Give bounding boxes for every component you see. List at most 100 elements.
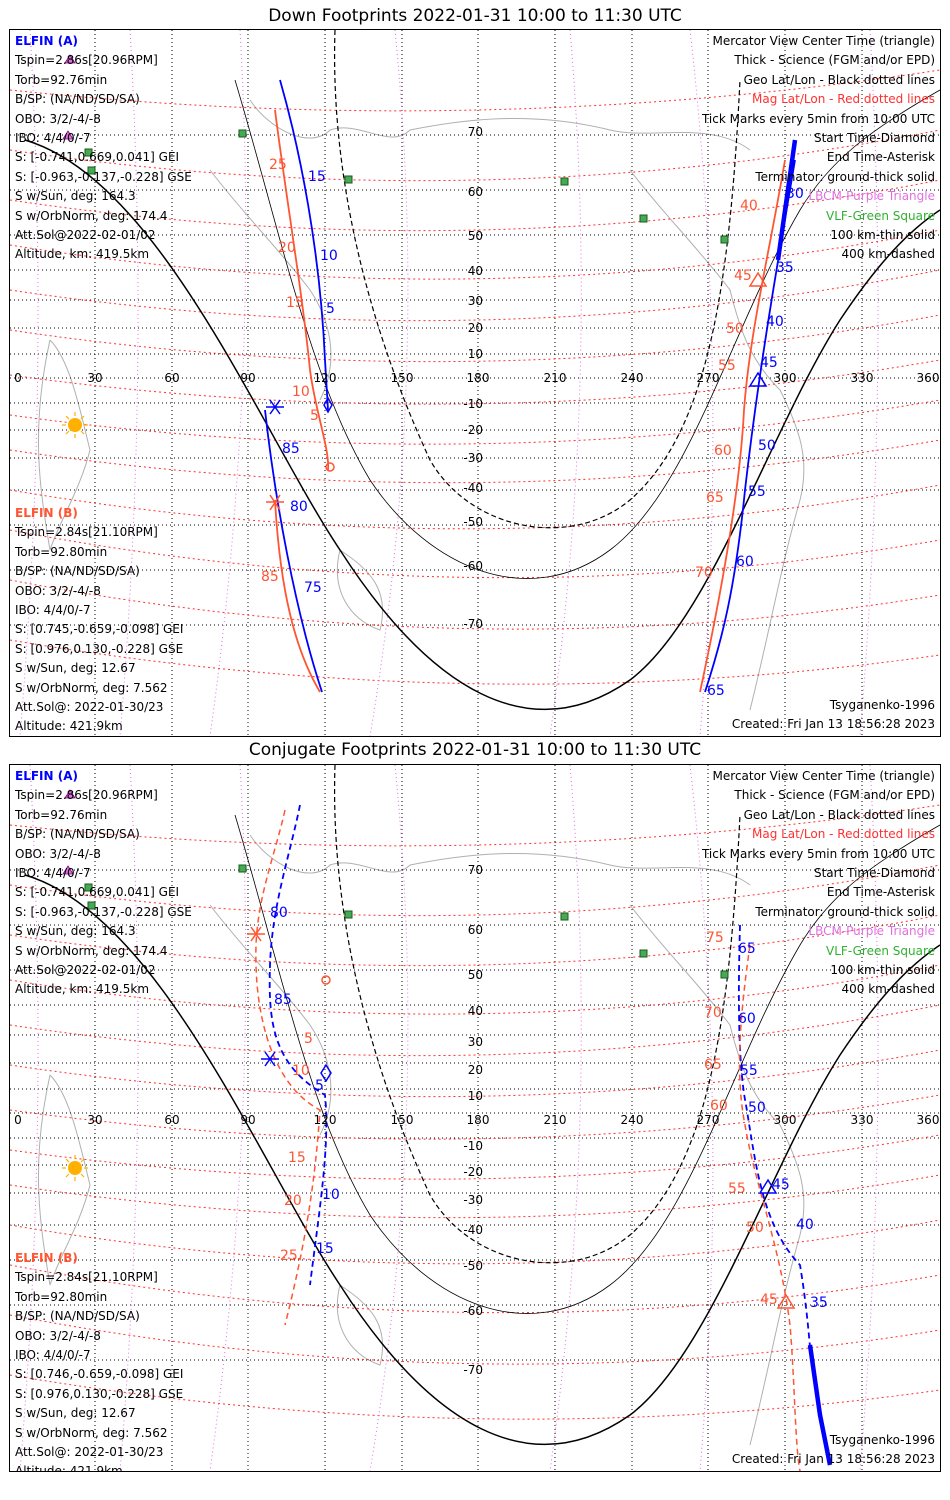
elfin-a-line: IBO: 4/4/0/-7 [15,866,91,881]
trace-tick-label: 50 [726,321,744,337]
elfin-b-line: Att.Sol@: 2022-01-30/23 [15,1445,164,1460]
elfin-a-line: Torb=92.76min [15,807,108,822]
trace-tick-label: 40 [740,198,758,214]
trace-tick-label: 60 [714,443,732,459]
elfin-a-line: B/SP: (NA/ND/SD/SA) [15,92,140,107]
trace-tick-label: 20 [278,240,296,256]
elfin-a-header: ELFIN (A) [15,34,78,48]
trace-tick-label: 80 [290,499,308,515]
elfin-b-line: S w/Sun, deg: 12.67 [15,661,136,676]
panel-1-elfin-b-tick-labels: 25 20 15 10 5 85 40 45 50 55 60 65 70 [261,157,758,585]
lat-tick-label: -50 [463,515,483,529]
lon-tick-label: 90 [240,371,255,385]
lat-tick-label: 10 [468,1089,483,1103]
elfin-b-line: OBO: 3/2/-4/-8 [15,583,101,598]
panel-1-model: Tsyganenko-1996 [829,698,935,712]
panel-2-elfin-b-trace [255,809,801,1471]
elfin-a-line: Altitude, km: 419.5km [15,247,150,262]
elfin-a-line: Altitude, km: 419.5km [15,982,150,997]
lat-tick-label: 10 [468,347,483,361]
elfin-a-line: S: [-0.741,0.669,0.041] GEI [15,150,180,165]
elfin-b-line: S: [0.746,-0.659,-0.098] GEI [15,1367,184,1382]
elfin-a-line: Torb=92.76min [15,72,108,87]
elfin-b-line: IBO: 4/4/0/-7 [15,1348,91,1363]
legend-line: Thick - Science (FGM and/or EPD) [734,788,935,803]
lon-tick-label: 0 [14,1113,22,1127]
elfin-a-line: S: [-0.741,0.669,0.041] GEI [15,885,180,900]
lat-tick-label: 20 [468,1063,483,1077]
panel-1-elfin-a-trace [264,79,798,693]
trace-tick-label: 65 [707,683,725,699]
lon-tick-label: 330 [851,371,874,385]
trace-tick-label: 85 [261,569,279,585]
trace-tick-label: 60 [736,554,754,570]
panel-1-vlf-stations [84,129,729,244]
elfin-b-line: Altitude: 421.9km [15,1464,123,1472]
panel-1-terminator [24,139,940,711]
elfin-a-line: Tspin=2.86s[20.96RPM] [15,53,158,68]
legend-line: Mercator View Center Time (triangle) [712,34,935,48]
lon-tick-label: 30 [87,1113,102,1127]
trace-tick-label: 70 [695,565,713,581]
trace-tick-label: 65 [738,941,756,957]
legend-line: 400 km-dashed [841,982,935,997]
trace-tick-label: 5 [326,301,335,317]
lon-tick-label: 360 [917,1113,940,1127]
trace-tick-label: 45 [734,268,752,284]
elfin-b-line: S: [0.976,0.130,-0.228] GSE [15,1386,184,1401]
trace-tick-label: 50 [748,1100,766,1116]
lat-tick-label: -20 [463,1165,483,1179]
panel-1-mag-lon-grid [19,30,879,736]
panel-1-100km-line [234,79,940,579]
trace-tick-label: 25 [280,1248,298,1264]
lon-tick-label: 60 [164,1113,179,1127]
lat-tick-label: -10 [463,397,483,411]
legend-line: Geo Lat/Lon - Black dotted lines [743,72,935,87]
lon-tick-label: 270 [697,1113,720,1127]
panel-2-map-canvas: 0 30 60 90 120 150 180 210 240 270 300 3… [10,765,940,1471]
lat-tick-label: 70 [468,863,483,877]
legend-line: Start Time-Diamond [813,866,935,881]
panel-1-lat-tick-labels: 70 60 50 40 30 20 10 -10 -20 -30 -40 -50… [463,125,483,631]
panel-1-mag-lat-grid [10,69,940,685]
lon-tick-label: 240 [621,1113,644,1127]
panel-1-400km-line [333,30,741,529]
elfin-a-line: S w/Sun, deg: 164.3 [15,924,136,939]
panel-2-sun-icon [62,1155,88,1181]
trace-tick-label: 35 [776,260,794,276]
elfin-b-line: Att.Sol@: 2022-01-30/23 [15,700,164,715]
lat-tick-label: 50 [468,968,483,982]
elfin-b-line: S: [0.976,0.130,-0.228] GSE [15,641,184,656]
elfin-b-header: ELFIN (B) [15,1251,78,1265]
elfin-b-line: Tspin=2.84s[21.10RPM] [15,525,158,540]
legend-line: Tick Marks every 5min from 10:00 UTC [701,846,935,861]
trace-tick-label: 85 [282,441,300,457]
trace-tick-label: 50 [746,1220,764,1236]
trace-tick-label: 55 [728,1181,746,1197]
panel-2-elfin-a-thick [807,1344,833,1466]
lon-tick-label: 180 [467,1113,490,1127]
elfin-a-line: S w/OrbNorm, deg: 174.4 [15,943,168,958]
trace-tick-label: 10 [322,1187,340,1203]
lon-tick-label: 120 [314,371,337,385]
legend-line: Tick Marks every 5min from 10:00 UTC [701,111,935,126]
trace-tick-label: 20 [284,1193,302,1209]
elfin-a-line: S: [-0.963,-0.137,-0.228] GSE [15,169,192,184]
panel-1-elfin-a-tick-labels: 15 10 5 85 80 75 30 35 40 45 50 55 60 65 [282,169,804,699]
lon-tick-label: 210 [544,1113,567,1127]
legend-line: End Time-Asterisk [826,885,935,900]
trace-tick-label: 45 [760,355,778,371]
elfin-b-line: IBO: 4/4/0/-7 [15,603,91,618]
panel-2-elfin-b-info: ELFIN (B) Tspin=2.84s[21.10RPM] Torb=92.… [15,1249,184,1472]
legend-line: 100 km-thin solid [830,963,935,978]
legend-line: LBCM-Purple Triangle [808,189,935,204]
legend-line: LBCM-Purple Triangle [808,924,935,939]
panel-2-elfin-a-trace [268,804,816,1386]
elfin-b-line: Altitude: 421.9km [15,719,123,734]
lon-tick-label: 240 [621,371,644,385]
panel-1-title: Down Footprints 2022-01-31 10:00 to 11:3… [268,6,682,26]
trace-tick-label: 15 [316,1241,334,1257]
lon-tick-label: 360 [917,371,940,385]
elfin-a-line: S w/Sun, deg: 164.3 [15,189,136,204]
trace-tick-label: 75 [706,930,724,946]
